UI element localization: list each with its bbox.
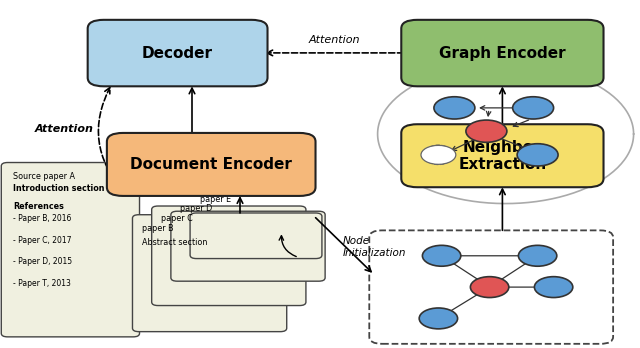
Text: Abstract section: Abstract section [142, 238, 207, 247]
Circle shape [517, 144, 558, 166]
Circle shape [470, 277, 509, 298]
Text: - Paper T, 2013: - Paper T, 2013 [13, 279, 70, 288]
Text: paper B: paper B [142, 224, 173, 234]
Text: - Paper D, 2015: - Paper D, 2015 [13, 257, 72, 266]
Circle shape [534, 277, 573, 298]
Text: Node
Initialization: Node Initialization [343, 236, 406, 258]
Text: - Paper C, 2017: - Paper C, 2017 [13, 236, 71, 245]
Text: paper D: paper D [180, 204, 212, 213]
FancyBboxPatch shape [132, 215, 287, 332]
Text: Neighbor
Extraction: Neighbor Extraction [458, 140, 547, 172]
FancyBboxPatch shape [401, 20, 604, 86]
Circle shape [434, 97, 475, 119]
Circle shape [421, 145, 456, 164]
Text: Graph Encoder: Graph Encoder [439, 46, 566, 61]
Text: paper C: paper C [161, 214, 193, 223]
Text: Decoder: Decoder [142, 46, 213, 61]
Text: Source paper A: Source paper A [13, 172, 75, 181]
FancyBboxPatch shape [369, 230, 613, 344]
FancyBboxPatch shape [152, 206, 306, 306]
FancyBboxPatch shape [88, 20, 268, 86]
FancyBboxPatch shape [401, 124, 604, 187]
Text: Attention: Attention [35, 124, 94, 134]
FancyBboxPatch shape [190, 213, 322, 259]
Text: References: References [13, 202, 63, 211]
Circle shape [422, 245, 461, 266]
Circle shape [513, 97, 554, 119]
Text: Attention: Attention [308, 35, 360, 45]
Text: Introduction section: Introduction section [13, 184, 104, 193]
Circle shape [518, 245, 557, 266]
Text: Document Encoder: Document Encoder [131, 157, 292, 172]
FancyBboxPatch shape [171, 211, 325, 281]
FancyBboxPatch shape [107, 133, 316, 196]
Text: - Paper B, 2016: - Paper B, 2016 [13, 214, 71, 223]
Circle shape [419, 308, 458, 329]
Circle shape [466, 120, 507, 142]
Text: paper E: paper E [200, 195, 231, 204]
FancyBboxPatch shape [1, 163, 140, 337]
